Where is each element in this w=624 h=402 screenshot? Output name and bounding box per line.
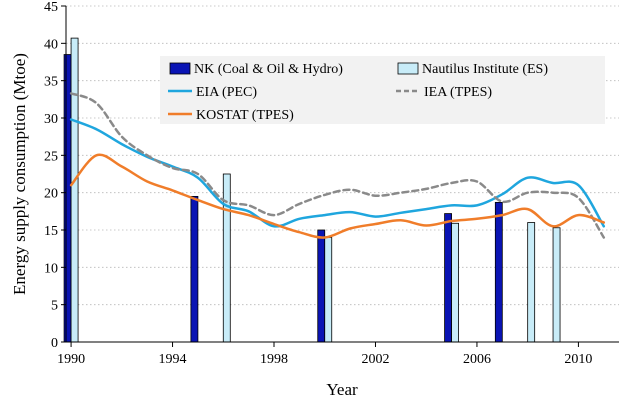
y-tick-label: 15 [44,224,58,239]
legend-label-nk: NK (Coal & Oil & Hydro) [194,62,343,77]
y-tick-label: 5 [51,299,58,314]
y-tick-label: 25 [44,149,58,164]
x-axis-title: Year [326,380,358,399]
bar-nautilus-1996 [222,173,231,343]
y-tick-label: 30 [44,112,58,127]
legend-swatch-nk [169,62,191,75]
legend-swatch-nautilus [397,62,419,75]
line-eia [69,118,606,228]
line-kostat [69,153,606,239]
legend-label-iea: IEA (TPES) [424,85,492,100]
y-tick-label: 20 [44,187,58,202]
bar-nautilus-2008 [527,222,536,343]
x-tick-label: 1994 [159,352,187,367]
x-tick-label: 1998 [260,352,288,367]
x-tick-label: 1990 [57,352,85,367]
line-iea [69,92,606,239]
bar-nautilus-2005 [451,222,459,343]
legend-label-kostat: KOSTAT (TPES) [196,108,294,123]
bar-nk-1995 [190,195,199,343]
bar-nautilus-1990 [70,37,79,343]
y-tick-label: 45 [44,0,58,15]
x-tick-label: 2010 [564,352,592,367]
bar-nk-1990 [63,54,72,343]
y-tick-label: 0 [51,336,58,351]
y-axis-ticks: 0 5 10 15 20 25 30 35 40 45 [44,0,66,351]
line-marks [69,92,606,239]
y-tick-label: 35 [44,75,58,90]
y-tick-label: 40 [44,37,58,52]
legend: NK (Coal & Oil & Hydro) Nautilus Institu… [160,56,605,124]
legend-background [160,56,605,124]
bar-nk-2000 [317,229,326,343]
bar-nautilus-2009 [552,227,561,343]
x-axis-ticks: 1990 1994 1998 2002 2006 2010 [57,342,592,367]
bar-nautilus-2000 [324,237,333,343]
legend-label-eia: EIA (PEC) [196,85,257,100]
bar-nk-2005 [444,213,452,343]
x-tick-label: 2006 [463,352,491,367]
y-axis-title: Energy supply consumption (Mtoe) [10,53,29,295]
bar-nk-2007 [494,201,503,343]
x-tick-label: 2002 [361,352,389,367]
y-tick-label: 10 [44,261,58,276]
legend-label-nautilus: Nautilus Institute (ES) [422,62,548,77]
